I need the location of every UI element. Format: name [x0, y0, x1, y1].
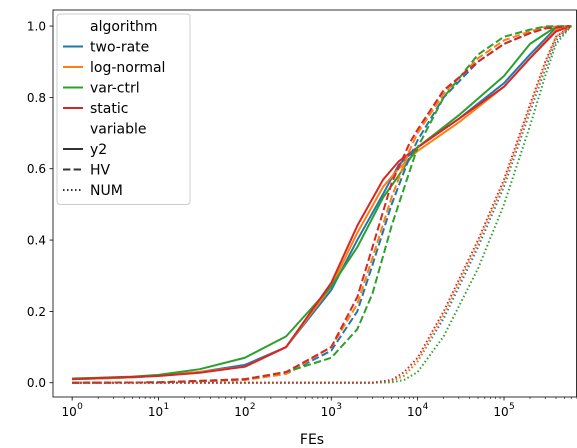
legend-label: two-rate: [90, 40, 149, 56]
x-tick-exponent: 3: [336, 402, 342, 412]
x-tick-exponent: 4: [423, 402, 429, 412]
legend-label: NUM: [90, 183, 123, 199]
legend-label: log-normal: [90, 60, 165, 76]
legend-label: var-ctrl: [90, 81, 140, 97]
x-tick-exponent: 5: [509, 402, 515, 412]
x-tick-label: 10: [407, 405, 422, 419]
x-tick-exponent: 0: [77, 402, 83, 412]
x-tick-label: 10: [148, 405, 163, 419]
x-tick-exponent: 1: [164, 402, 170, 412]
y-tick-label: 0.4: [27, 234, 46, 248]
legend-box: [56, 13, 191, 205]
series-line-static-y2: [72, 25, 572, 381]
x-tick-label: 10: [493, 405, 508, 419]
x-axis-label: FEs: [300, 432, 324, 448]
y-tick-label: 0.0: [27, 376, 46, 390]
x-tick-label: 10: [321, 405, 336, 419]
series-line-static-NUM: [72, 25, 572, 384]
y-tick-label: 0.2: [27, 305, 46, 319]
x-tick-label: 10: [62, 405, 77, 419]
series-line-log-normal-HV: [72, 25, 572, 384]
legend: algorithm two-rate log-normal var-ctrl stati…: [56, 13, 191, 205]
y-tick-label: 0.6: [27, 162, 46, 176]
y-tick-label: 1.0: [27, 20, 46, 34]
x-axis: 10 0 10 1 10 2 10 3 10 4 10 5: [62, 397, 577, 419]
legend-label: static: [90, 101, 128, 117]
legend-label: y2: [90, 142, 107, 158]
y-tick-label: 0.8: [27, 91, 46, 105]
x-tick-label: 10: [234, 405, 249, 419]
legend-title: variable: [90, 122, 146, 138]
legend-title: algorithm: [90, 19, 158, 35]
y-axis: 0.0 0.2 0.4 0.6 0.8 1.0: [27, 20, 53, 390]
legend-label: HV: [90, 163, 111, 179]
series-line-static-HV: [72, 25, 572, 384]
series-layer: [72, 25, 572, 384]
x-tick-exponent: 2: [250, 402, 256, 412]
